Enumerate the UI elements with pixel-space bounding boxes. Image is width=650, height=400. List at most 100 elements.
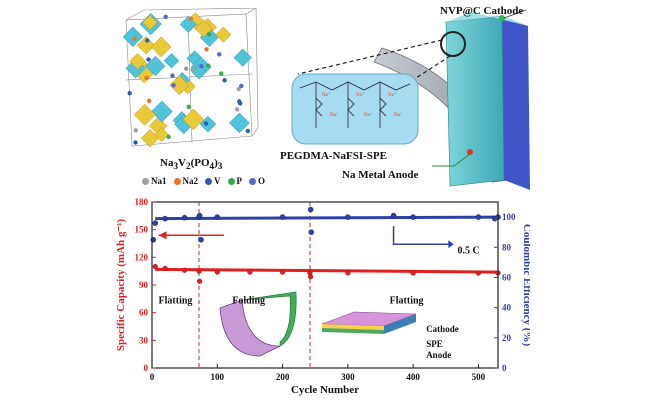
crystal-atom — [170, 73, 175, 78]
efficiency-point — [390, 212, 397, 219]
crystal-atom — [236, 86, 241, 92]
svg-text:Na⁺: Na⁺ — [330, 112, 339, 118]
y-left-tick-label: 180 — [135, 197, 149, 207]
efficiency-point — [410, 214, 416, 220]
capacity-point — [182, 267, 188, 273]
battery-cell-illustration: Na⁺ Na⁺ Na⁺ Na⁺ Na⁺ Na⁺ NVP@C Cathode PEGDMA… — [280, 5, 530, 190]
po4-tetrahedron — [129, 53, 146, 70]
cathode-marker-icon — [499, 15, 505, 21]
crystal-atom — [204, 47, 209, 52]
crystal-atom — [234, 107, 240, 112]
crystal-atom — [163, 14, 168, 20]
capacity-point — [152, 263, 158, 270]
polymer-chain-icon — [299, 81, 411, 128]
anode-label: Na Metal Anode — [342, 169, 419, 181]
crystal-atom — [190, 67, 195, 72]
y-left-tick-label: 30 — [139, 335, 149, 345]
o-atom-icon — [249, 177, 256, 185]
y-left-axis-title: Specific Capacity (mAh g⁻¹) — [115, 219, 127, 352]
po4-tetrahedron — [194, 19, 213, 38]
svg-text:Na⁺: Na⁺ — [388, 92, 397, 98]
vo6-octahedron — [229, 112, 250, 134]
phase-label: Flatting — [159, 295, 193, 306]
vo6-octahedron — [179, 15, 197, 33]
cycling-chart: 0 100 200 300 400 500 0 30 60 90 120 150 180 0 20 40 60 8… — [115, 197, 530, 396]
x-axis-title: Cycle Number — [291, 384, 359, 396]
crystal-atom — [146, 98, 152, 103]
capacity-point — [475, 270, 482, 276]
p-atom-icon — [227, 177, 235, 185]
efficiency-point — [214, 214, 221, 220]
crystal-atom — [203, 121, 209, 126]
atom-legend-item: Na1 — [142, 176, 167, 186]
anode-marker-icon — [467, 149, 473, 155]
po4-tetrahedron — [133, 103, 156, 126]
plot-frame — [151, 201, 499, 369]
y-right-tick-label: 0 — [502, 363, 507, 373]
capacity-point — [247, 269, 253, 275]
crystal-structure-illustration — [122, 8, 259, 148]
folded-cell-icon — [219, 299, 281, 357]
crystal-atom — [171, 83, 176, 88]
x-tick-label: 500 — [472, 372, 486, 382]
po4-tetrahedron — [150, 36, 172, 58]
crystal-atom — [206, 32, 212, 37]
capacity-point — [196, 268, 202, 274]
efficiency-point — [196, 212, 203, 219]
stack-layer-label: Anode — [426, 350, 451, 360]
atom-legend-item: V — [205, 176, 221, 186]
po4-tetrahedron — [136, 36, 156, 55]
zoom-circle-icon — [440, 31, 466, 57]
capacity-band — [155, 267, 499, 274]
efficiency-point — [308, 229, 315, 235]
svg-text:Na⁺: Na⁺ — [322, 92, 331, 98]
vo6-octahedron — [151, 100, 173, 123]
vo6-octahedron — [122, 26, 144, 48]
svg-text:Na⁺: Na⁺ — [394, 112, 403, 118]
crystal-atom — [245, 128, 251, 134]
efficiency-point — [475, 214, 482, 220]
y-right-tick-label: 20 — [502, 333, 512, 343]
crystal-atom — [133, 128, 138, 133]
x-tick-label: 300 — [341, 372, 355, 382]
right-axis-arrowhead-icon — [448, 240, 454, 249]
stack-layer-label: SPE — [426, 339, 443, 349]
cathode-block — [502, 16, 530, 190]
atom-legend: Na1 Na2 V P O — [142, 176, 265, 186]
crystal-atom — [127, 91, 132, 96]
vo6-octahedron — [233, 48, 252, 67]
crystal-atom — [166, 134, 171, 139]
efficiency-point — [198, 236, 204, 243]
atom-legend-item: P — [227, 176, 242, 186]
y-left-tick-label: 0 — [144, 363, 149, 373]
efficiency-point — [307, 206, 314, 213]
capacity-point — [308, 274, 314, 280]
crystal-atom — [145, 38, 150, 43]
crystal-atom — [144, 75, 149, 81]
crystal-atom — [188, 16, 194, 21]
polymer-electrolyte-bubble — [291, 73, 419, 145]
capacity-point — [345, 270, 351, 276]
folded-cell-edge-icon — [241, 291, 297, 347]
phase-label: Flatting — [390, 295, 424, 306]
svg-text:Na⁺: Na⁺ — [364, 112, 373, 118]
efficiency-point — [345, 214, 351, 220]
crystal-atom — [146, 57, 151, 62]
efficiency-point — [152, 220, 159, 226]
capacity-point — [410, 270, 416, 276]
po4-tetrahedron — [142, 14, 158, 31]
phase-label: Folding — [232, 295, 265, 306]
y-left-tick-label: 150 — [135, 225, 149, 235]
y-left-tick-label: 90 — [139, 280, 149, 290]
x-tick-label: 400 — [406, 372, 420, 382]
po4-tetrahedron — [182, 108, 205, 131]
cathode-face — [445, 15, 505, 187]
v-atom-icon — [205, 177, 212, 185]
svg-text:Na⁺: Na⁺ — [356, 92, 365, 98]
vo6-octahedron — [145, 55, 166, 77]
crystal-atom — [184, 66, 189, 71]
stack-layer-label: Cathode — [426, 324, 459, 334]
crystal-atom — [238, 101, 243, 106]
crystal-atom — [133, 140, 138, 145]
crystal-atom — [217, 52, 222, 57]
